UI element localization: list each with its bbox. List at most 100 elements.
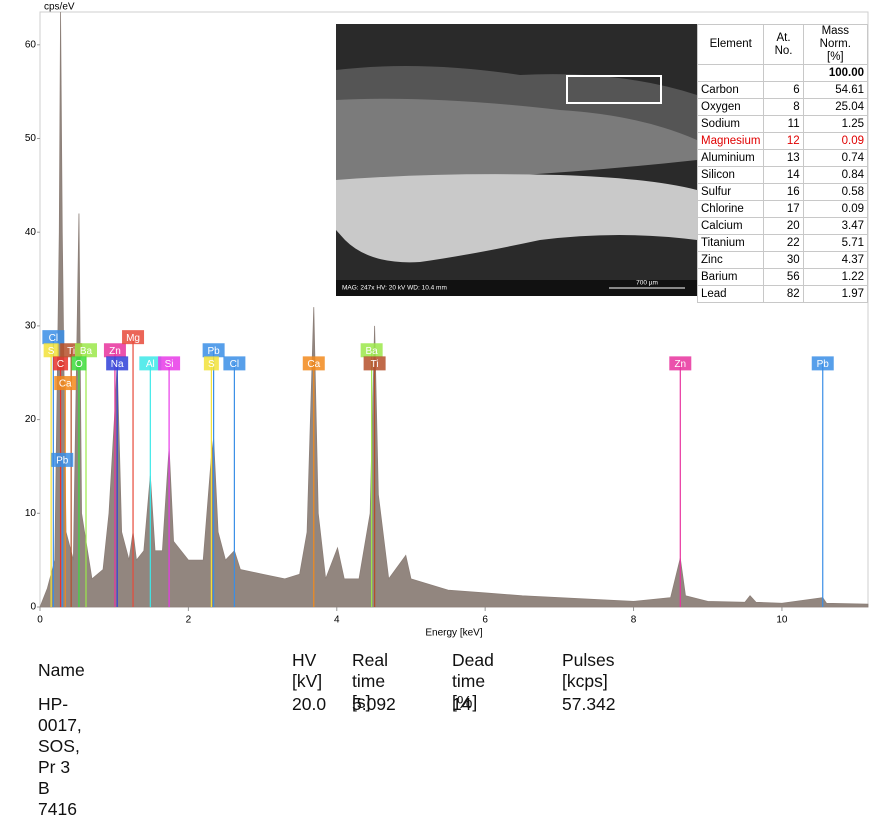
element-label: Cl [49,333,58,344]
table-cell: 0.84 [802,166,869,184]
element-label-box [106,356,129,371]
element-label: Zn [674,359,686,370]
image-band [336,98,697,185]
element-label-box [360,343,383,358]
x-tick-label: 8 [631,615,637,626]
table-cell: Sulfur [696,183,765,201]
element-label: Pb [56,456,69,467]
element-label: Mg [126,333,140,344]
y-tick-label: 20 [25,414,37,425]
element-label: S [208,359,215,370]
table-cell: Barium [696,268,765,286]
element-label: C [57,359,64,370]
page: {"chart_data": {"type": "area", "y_label… [24,1,869,819]
element-label-box [75,343,97,358]
table-cell: 0.09 [802,200,869,218]
table-cell: 100.00 [802,64,869,82]
y-tick-label: 40 [25,227,37,238]
element-label: Ba [366,346,379,357]
element-label-box [103,343,126,358]
table-row: Carbon 6 54.61 [696,81,869,99]
element-label-box [223,356,246,371]
table-cell: 1.97 [802,285,869,303]
summary-value: 57.342 [562,694,616,714]
table-cell: 5.71 [802,234,869,252]
summary-header: Pulses [kcps] [562,650,615,691]
table-cell: 11 [763,115,804,133]
element-label-box [43,343,59,358]
summary-header: HV [kV] [292,650,323,691]
table-row: Barium 56 1.22 [696,268,869,286]
element-label: Ti [67,346,75,357]
y-axis-label: cps/eV [44,2,75,13]
table-cell: Aluminium [696,149,765,167]
element-label: Ca [59,379,72,390]
table-cell [696,64,765,82]
image-caption: MAG: 247x HV: 20 kV WD: 10.4 mm [342,285,447,292]
table-row: Calcium 20 3.47 [696,217,869,235]
table-header: At. No. [763,24,804,65]
table-cell: 20 [763,217,804,235]
element-table: Element At. No. Mass Norm. [%] 100.00 Carbon… [696,24,869,303]
element-label-box [669,356,692,371]
element-label-box [54,376,77,391]
element-label-box [53,356,69,371]
table-cell: Magnesium [696,132,765,150]
summary-header: Dead time [%] [452,650,494,712]
table-cell: 56 [763,268,804,286]
table-cell: 14 [763,166,804,184]
table-cell: 0.58 [802,183,869,201]
element-label-box [42,330,65,345]
element-label-box [122,330,145,345]
element-label-box [302,356,325,371]
element-label-box [158,356,181,371]
table-row: Lead 82 1.97 [696,285,869,303]
table-header: Element [696,24,765,65]
sem-image: MAG: 247x HV: 20 kV WD: 10.4 mm 700 µm [336,24,697,296]
table-row: Aluminium 13 0.74 [696,149,869,167]
table-row: Magnesium 12 0.09 [696,132,869,150]
image-footer [336,280,697,296]
element-label: Pb [817,359,830,370]
x-tick-label: 2 [186,615,192,626]
table-row: Silicon 14 0.84 [696,166,869,184]
x-axis-label: Energy [keV] [425,628,482,639]
table-row: Titanium 22 5.71 [696,234,869,252]
element-label-box [811,356,834,371]
table-cell: 8 [763,98,804,116]
table-cell: 0.09 [802,132,869,150]
table-cell: 6 [763,81,804,99]
table-row: Zinc 30 4.37 [696,251,869,269]
summary-value: 14 [452,694,472,714]
summary-header: Real time [s] [352,650,388,712]
table-cell: Carbon [696,81,765,99]
y-tick-label: 30 [25,321,37,332]
element-label: Ba [80,346,93,357]
x-tick-label: 0 [37,615,43,626]
element-label: Cl [230,359,239,370]
element-label-box [51,452,74,467]
table-cell: 16 [763,183,804,201]
table-cell: Calcium [696,217,765,235]
summary-header: Name [38,660,85,680]
element-label: Ti [371,359,379,370]
table-cell: Chlorine [696,200,765,218]
summary-value: 5.092 [352,694,396,714]
table-row: Chlorine 17 0.09 [696,200,869,218]
x-tick-label: 10 [776,615,788,626]
element-label: Zn [109,346,121,357]
summary-value: 20.0 [292,694,327,714]
y-tick-label: 50 [25,133,37,144]
table-cell: Titanium [696,234,765,252]
x-tick-label: 4 [334,615,340,626]
table-cell: 22 [763,234,804,252]
x-tick-label: 6 [482,615,488,626]
table-cell: 3.47 [802,217,869,235]
table-cell: Sodium [696,115,765,133]
element-label: Pb [207,346,220,357]
element-label: Ca [307,359,320,370]
table-header-row: Element At. No. Mass Norm. [%] [696,24,869,65]
table-cell: 82 [763,285,804,303]
table-cell: Silicon [696,166,765,184]
scale-label: 700 µm [636,280,658,287]
